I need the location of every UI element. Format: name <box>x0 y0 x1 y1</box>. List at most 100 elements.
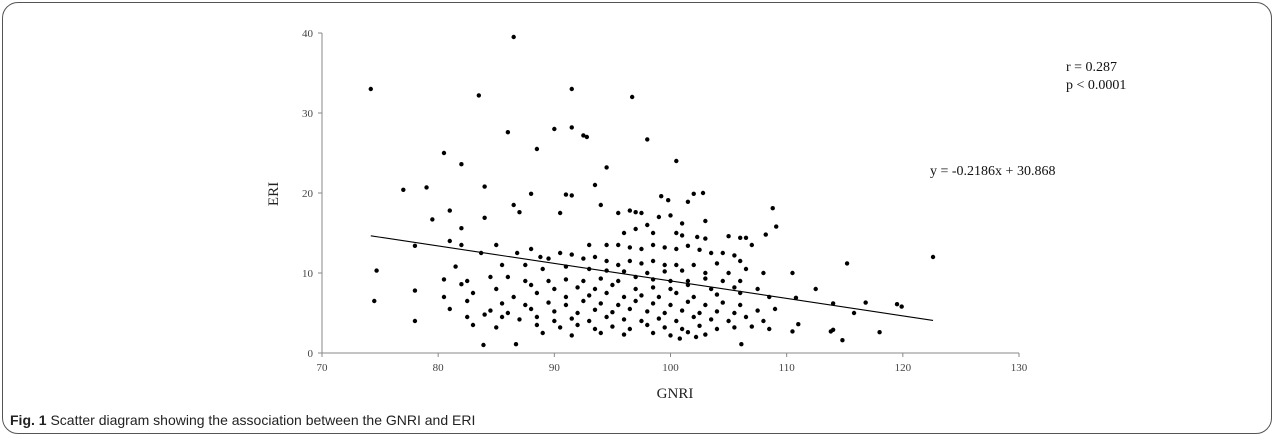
data-point <box>790 270 795 276</box>
data-point <box>708 286 714 292</box>
data-point <box>828 329 834 334</box>
data-point <box>569 125 574 130</box>
data-point <box>633 286 638 292</box>
data-point <box>592 254 598 260</box>
data-point <box>627 245 633 250</box>
data-point <box>569 252 574 257</box>
data-point <box>621 269 627 274</box>
data-point <box>691 294 696 300</box>
data-point <box>412 318 418 324</box>
data-point <box>714 326 720 332</box>
data-point <box>662 245 667 250</box>
data-point <box>767 326 772 332</box>
data-point <box>790 329 795 334</box>
data-point <box>511 294 516 300</box>
data-point <box>586 318 592 324</box>
data-point <box>679 268 685 273</box>
data-point <box>499 301 505 306</box>
data-point <box>662 262 667 268</box>
data-point <box>621 294 627 300</box>
data-point <box>708 250 714 256</box>
data-point <box>645 309 650 314</box>
data-point <box>610 310 615 315</box>
data-point <box>528 306 534 312</box>
data-point <box>877 330 882 335</box>
data-point <box>424 185 429 190</box>
data-point <box>528 282 534 288</box>
data-point <box>863 300 868 305</box>
data-point <box>610 324 615 329</box>
data-point <box>668 333 673 338</box>
data-point <box>621 332 627 337</box>
data-point <box>569 316 574 321</box>
data-point <box>494 325 499 330</box>
data-point <box>621 230 627 236</box>
data-point <box>586 266 592 272</box>
x-tick-label: 130 <box>1011 362 1028 374</box>
data-point <box>604 268 609 273</box>
data-point <box>581 133 586 138</box>
data-point <box>633 274 638 280</box>
data-point <box>679 233 685 238</box>
data-point <box>793 295 799 300</box>
data-point <box>604 314 609 320</box>
data-point <box>598 301 603 306</box>
data-point <box>650 285 656 290</box>
data-point <box>598 276 603 281</box>
data-point <box>540 330 545 336</box>
data-point <box>656 316 662 321</box>
data-point <box>732 285 737 290</box>
data-point <box>581 298 586 304</box>
data-point <box>685 282 691 288</box>
data-point <box>770 206 775 211</box>
data-point <box>755 308 760 313</box>
data-point <box>447 208 452 213</box>
data-point <box>534 314 540 320</box>
data-point <box>703 332 708 337</box>
data-point <box>499 314 505 320</box>
data-point <box>697 247 702 252</box>
data-point <box>674 262 679 268</box>
data-point <box>738 235 743 240</box>
y-tick-label: 40 <box>302 28 314 40</box>
data-point <box>629 94 635 100</box>
data-point <box>930 254 936 260</box>
data-point <box>465 298 470 304</box>
data-point <box>586 242 592 248</box>
data-point <box>610 282 615 288</box>
data-point <box>894 302 900 307</box>
data-point <box>604 258 609 264</box>
data-point <box>645 322 650 328</box>
x-tick-label: 80 <box>433 362 445 374</box>
data-point <box>677 336 682 341</box>
data-point <box>401 187 406 192</box>
data-point <box>517 210 522 215</box>
data-point <box>743 235 749 240</box>
x-tick-label: 120 <box>895 362 912 374</box>
data-point <box>639 261 644 266</box>
data-point <box>726 234 731 239</box>
data-point <box>767 294 772 300</box>
data-point <box>470 322 476 328</box>
data-point <box>674 158 679 164</box>
caption-label: Fig. 1 <box>10 412 47 428</box>
figure-caption: Fig. 1 Scatter diagram showing the assoc… <box>10 412 475 428</box>
data-point <box>494 242 499 248</box>
data-point <box>703 276 708 281</box>
data-point <box>761 318 766 324</box>
data-point <box>465 278 470 284</box>
data-point <box>563 264 569 269</box>
data-point <box>639 246 644 252</box>
data-point <box>714 261 720 266</box>
data-point <box>732 325 737 330</box>
y-tick-label: 20 <box>302 188 314 200</box>
data-point <box>616 210 621 216</box>
y-tick-label: 0 <box>308 348 314 360</box>
data-point <box>650 301 656 306</box>
data-point <box>592 286 598 292</box>
data-point <box>528 191 534 196</box>
data-point <box>523 278 528 284</box>
data-point <box>528 246 534 252</box>
data-point <box>650 277 656 282</box>
data-point <box>598 330 603 336</box>
